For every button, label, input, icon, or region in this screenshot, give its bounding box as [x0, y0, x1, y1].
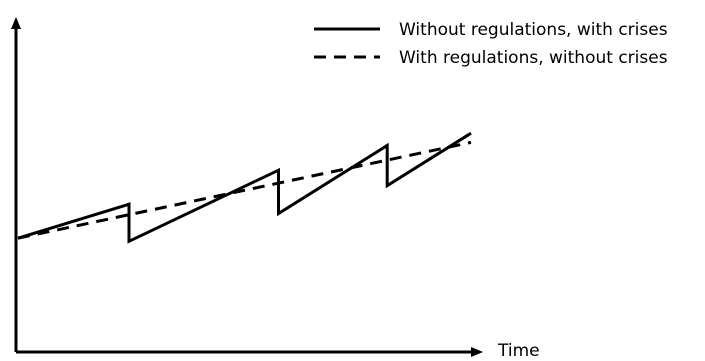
- series-layer: [17, 131, 472, 244]
- x-axis-label: Time: [497, 341, 540, 361]
- legend-label-series-1: Without regulations, with crises: [399, 20, 668, 40]
- series-line-2: [17, 140, 472, 240]
- series-line-1: [17, 131, 472, 244]
- legend-label-series-2: With regulations, without crises: [399, 48, 668, 68]
- legend: Without regulations, with crises With re…: [314, 20, 668, 68]
